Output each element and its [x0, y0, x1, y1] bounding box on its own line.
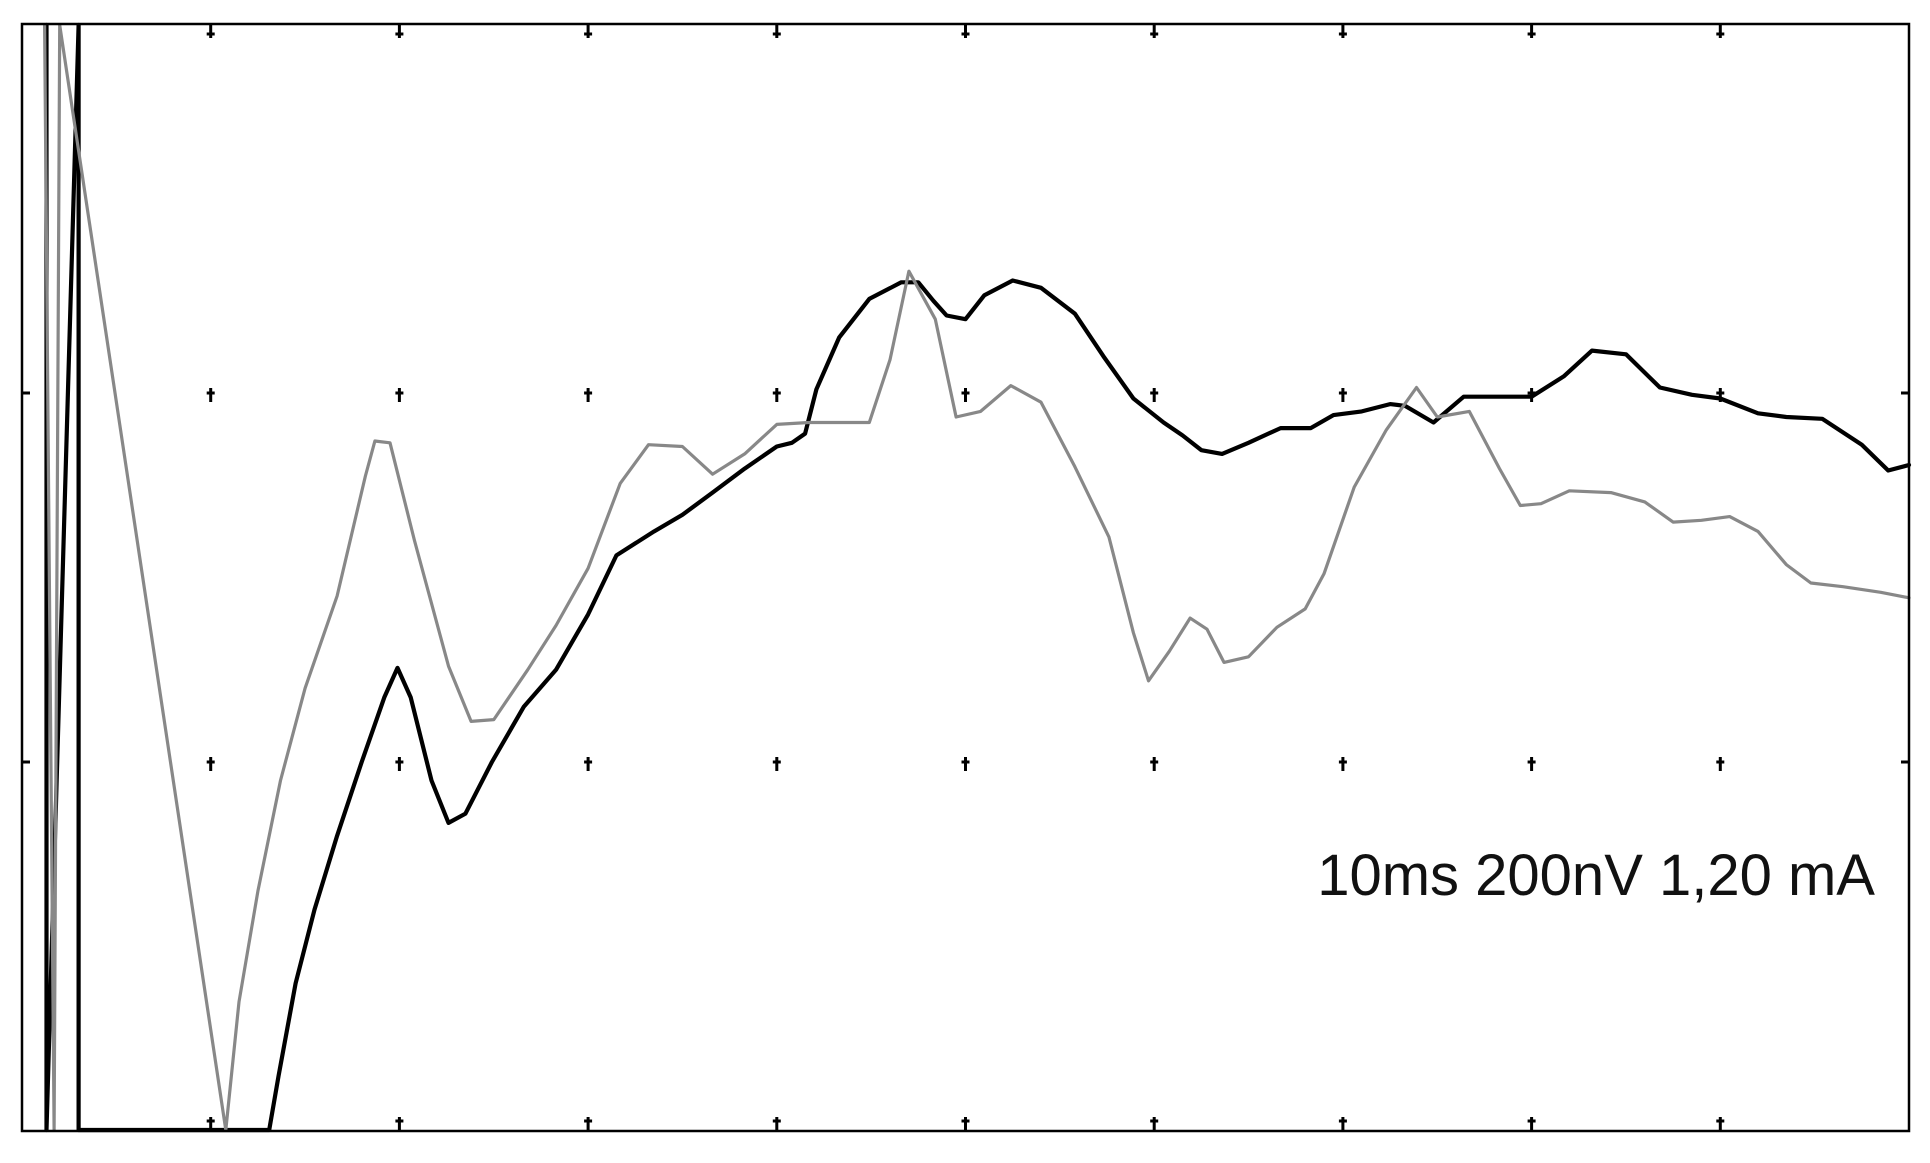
tick-marker — [206, 24, 215, 38]
tick-marker — [1338, 388, 1347, 402]
tick-marker — [772, 24, 781, 38]
tick-marker — [961, 24, 970, 38]
scale-annotation: 10ms 200nV 1,20 mA — [1317, 843, 1875, 908]
tick-marker — [395, 757, 404, 771]
tick-marker — [1527, 1117, 1536, 1131]
tick-marker — [584, 24, 593, 38]
tick-marker — [1150, 24, 1159, 38]
plot-frame — [20, 22, 1911, 1133]
tick-marker — [206, 388, 215, 402]
tick-marker — [1150, 388, 1159, 402]
tick-marker — [961, 1117, 970, 1131]
tick-marker — [772, 757, 781, 771]
tick-marker — [1716, 1117, 1725, 1131]
tick-marker — [961, 757, 970, 771]
tick-marker — [584, 757, 593, 771]
series-line-gray — [43, 23, 1911, 1132]
tick-marker — [1150, 757, 1159, 771]
tick-marker — [1716, 757, 1725, 771]
tick-marker — [1527, 388, 1536, 402]
tick-marker — [584, 388, 593, 402]
tick-markers — [22, 24, 1909, 1131]
tick-marker — [395, 24, 404, 38]
tick-marker — [1338, 757, 1347, 771]
tick-marker — [1716, 24, 1725, 38]
series-line-black — [44, 22, 1912, 1133]
tick-marker — [206, 1117, 215, 1131]
tick-marker — [1716, 388, 1725, 402]
traces-layer — [43, 22, 1912, 1133]
tick-marker — [1338, 24, 1347, 38]
tick-marker — [772, 388, 781, 402]
tick-marker — [1527, 757, 1536, 771]
tick-marker — [206, 757, 215, 771]
tick-marker — [395, 388, 404, 402]
tick-marker — [395, 1117, 404, 1131]
tick-marker — [584, 1117, 593, 1131]
tick-marker — [772, 1117, 781, 1131]
tick-marker — [961, 388, 970, 402]
tick-marker — [1150, 1117, 1159, 1131]
tick-marker — [1527, 24, 1536, 38]
tick-marker — [1338, 1117, 1347, 1131]
